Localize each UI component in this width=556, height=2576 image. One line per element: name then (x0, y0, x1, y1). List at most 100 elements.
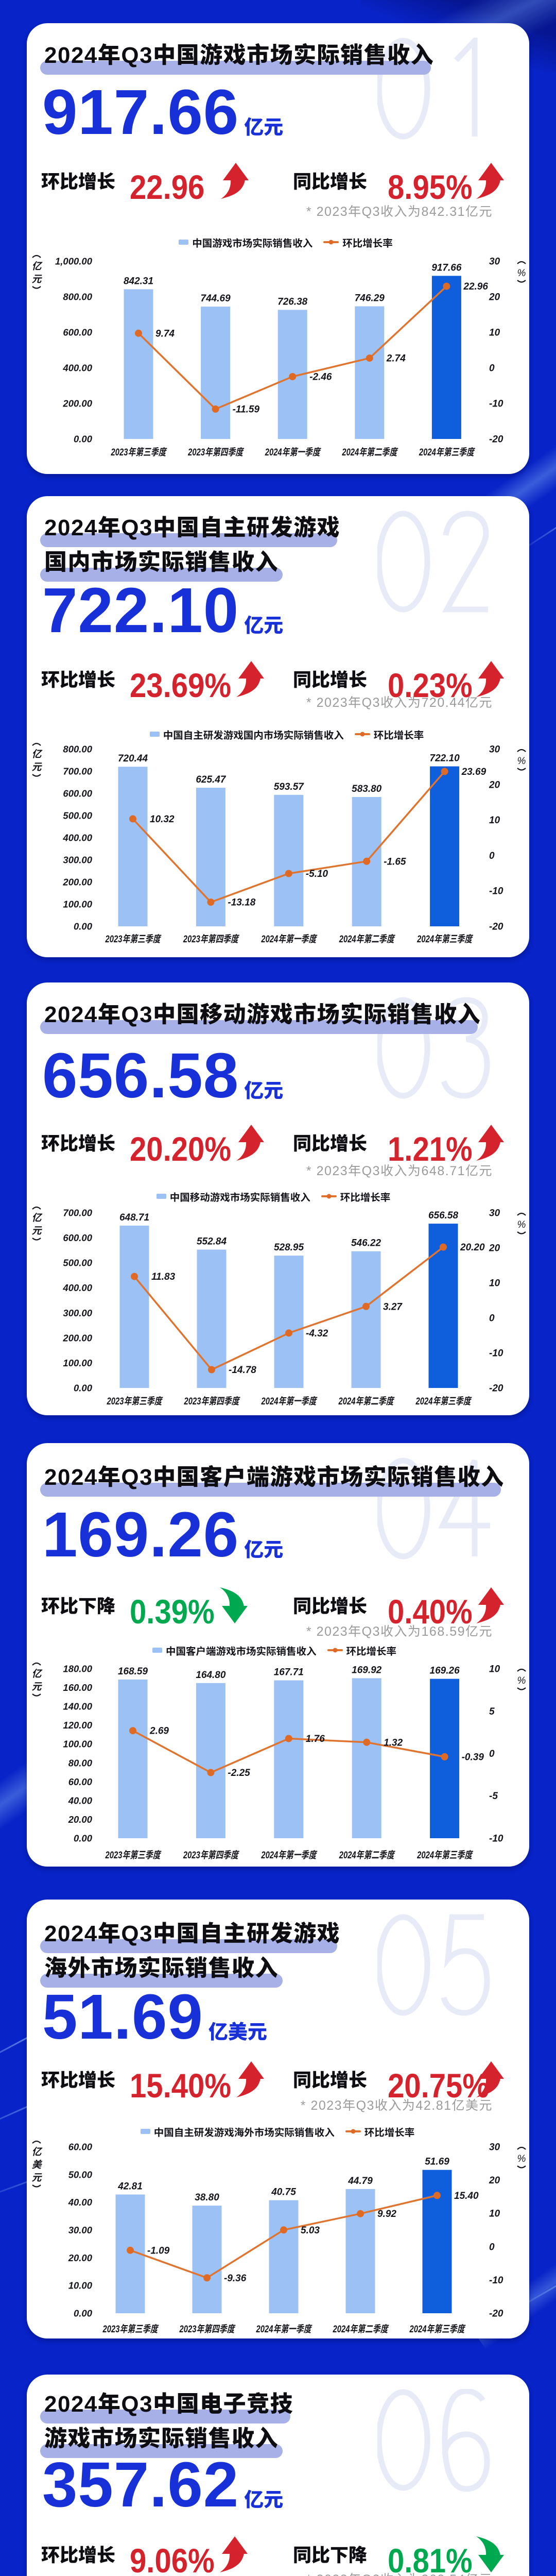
svg-text:800.00: 800.00 (63, 292, 92, 302)
svg-text:0.00: 0.00 (74, 2308, 93, 2319)
svg-text:0: 0 (489, 1313, 495, 1324)
svg-text:40.00: 40.00 (68, 1795, 93, 1806)
svg-text:0.00: 0.00 (74, 1383, 93, 1394)
svg-text:-14.78: -14.78 (229, 1365, 256, 1376)
svg-text:2024年第一季度: 2024年第一季度 (261, 1396, 318, 1406)
svg-text:20.20: 20.20 (460, 1242, 485, 1253)
svg-text:22.96: 22.96 (463, 281, 488, 292)
svg-text:600.00: 600.00 (63, 327, 92, 338)
svg-text:625.47: 625.47 (196, 774, 227, 785)
svg-text:600.00: 600.00 (63, 788, 92, 799)
svg-text:726.38: 726.38 (277, 296, 308, 307)
svg-text:10: 10 (489, 2209, 500, 2219)
svg-text:23.69: 23.69 (461, 767, 486, 777)
svg-text:2023年第三季度: 2023年第三季度 (102, 2324, 159, 2334)
svg-text:168.59: 168.59 (118, 1666, 148, 1677)
svg-text:2023年第三季度: 2023年第三季度 (105, 1850, 162, 1860)
svg-text:%: % (517, 268, 526, 279)
svg-text:30: 30 (489, 1208, 500, 1219)
svg-text:美: 美 (31, 2159, 42, 2171)
svg-text:-10: -10 (489, 399, 503, 410)
svg-text:2023年第三季度: 2023年第三季度 (107, 1396, 163, 1406)
svg-text:亿: 亿 (31, 1212, 43, 1224)
svg-text:0: 0 (489, 363, 495, 374)
svg-text:%: % (517, 1219, 526, 1230)
svg-text:60.00: 60.00 (68, 2142, 93, 2153)
svg-text:2.69: 2.69 (149, 1726, 169, 1737)
svg-text:80.00: 80.00 (68, 1757, 93, 1768)
svg-text:200.00: 200.00 (62, 877, 92, 888)
svg-text:100.00: 100.00 (63, 1739, 92, 1750)
svg-text:2024年第一季度: 2024年第一季度 (260, 934, 317, 944)
svg-text:2024年第一季度: 2024年第一季度 (256, 2324, 312, 2334)
svg-text:2024年第二季度: 2024年第二季度 (339, 934, 395, 944)
svg-text:亿: 亿 (31, 261, 43, 272)
svg-text:亿: 亿 (31, 2146, 43, 2158)
svg-text:164.80: 164.80 (196, 1670, 226, 1681)
svg-text:2024年第一季度: 2024年第一季度 (260, 1850, 317, 1860)
svg-text:528.95: 528.95 (274, 1242, 304, 1253)
svg-text:2024年第三季度: 2024年第三季度 (416, 1850, 473, 1860)
svg-text:-2.46: -2.46 (309, 372, 332, 383)
svg-text:20: 20 (489, 779, 500, 790)
svg-text:552.84: 552.84 (197, 1236, 227, 1247)
svg-text:10: 10 (489, 1278, 500, 1289)
svg-text:9.92: 9.92 (377, 2209, 396, 2219)
svg-text:722.10: 722.10 (430, 753, 460, 764)
svg-text:842.31: 842.31 (124, 276, 153, 286)
svg-text:2023年第四季度: 2023年第四季度 (183, 1850, 239, 1860)
svg-text:10.32: 10.32 (150, 814, 175, 825)
svg-text:720.44: 720.44 (118, 753, 148, 764)
svg-text:160.00: 160.00 (63, 1682, 92, 1693)
svg-text:546.22: 546.22 (351, 1238, 381, 1249)
svg-text:100.00: 100.00 (63, 899, 92, 910)
svg-text:0.00: 0.00 (74, 434, 93, 445)
svg-text:400.00: 400.00 (62, 363, 92, 374)
svg-text:-20: -20 (489, 1383, 503, 1394)
svg-text:20: 20 (489, 1243, 500, 1254)
svg-text:40.00: 40.00 (68, 2197, 93, 2208)
svg-text:0: 0 (489, 2242, 495, 2252)
svg-text:2024年第二季度: 2024年第二季度 (339, 1850, 395, 1860)
svg-text:-5: -5 (489, 1791, 498, 1802)
svg-text:648.71: 648.71 (119, 1212, 149, 1223)
svg-text:11.83: 11.83 (151, 1272, 176, 1282)
svg-text:亿: 亿 (31, 749, 43, 760)
svg-text:140.00: 140.00 (63, 1701, 92, 1712)
svg-text:5: 5 (489, 1706, 495, 1717)
svg-text:10: 10 (489, 815, 500, 826)
svg-text:746.29: 746.29 (355, 293, 385, 304)
svg-text:-10: -10 (489, 2275, 503, 2286)
svg-text:583.80: 583.80 (352, 784, 382, 794)
svg-text:180.00: 180.00 (63, 1664, 92, 1674)
svg-text:2.74: 2.74 (386, 353, 406, 364)
svg-text:10: 10 (489, 1664, 500, 1675)
svg-text:0.00: 0.00 (74, 921, 93, 932)
svg-text:169.26: 169.26 (430, 1666, 460, 1676)
svg-text:51.69: 51.69 (425, 2157, 449, 2167)
svg-text:300.00: 300.00 (63, 1308, 92, 1318)
svg-text:2024年第二季度: 2024年第二季度 (338, 1396, 395, 1406)
svg-text:600.00: 600.00 (63, 1232, 92, 1243)
svg-text:-20: -20 (489, 922, 503, 933)
svg-text:60.00: 60.00 (68, 1776, 93, 1787)
svg-text:2023年第四季度: 2023年第四季度 (187, 447, 244, 457)
svg-text:元: 元 (31, 274, 42, 285)
svg-text:10: 10 (489, 328, 500, 338)
svg-text:38.80: 38.80 (195, 2192, 219, 2203)
svg-text:-4.32: -4.32 (306, 1328, 328, 1339)
svg-text:500.00: 500.00 (63, 810, 92, 821)
svg-text:%: % (517, 756, 526, 767)
svg-text:元: 元 (31, 1682, 42, 1692)
svg-text:800.00: 800.00 (63, 744, 92, 755)
svg-text:1,000.00: 1,000.00 (55, 256, 93, 267)
svg-text:1.32: 1.32 (384, 1737, 403, 1748)
svg-text:-11.59: -11.59 (233, 404, 260, 415)
svg-text:40.75: 40.75 (271, 2187, 296, 2198)
svg-text:200.00: 200.00 (62, 1332, 92, 1343)
svg-text:2024年第三季度: 2024年第三季度 (415, 1396, 472, 1406)
svg-text:2024年第二季度: 2024年第二季度 (341, 447, 398, 457)
svg-text:1.76: 1.76 (306, 1734, 325, 1744)
svg-text:20: 20 (489, 292, 500, 303)
svg-text:300.00: 300.00 (63, 855, 92, 866)
